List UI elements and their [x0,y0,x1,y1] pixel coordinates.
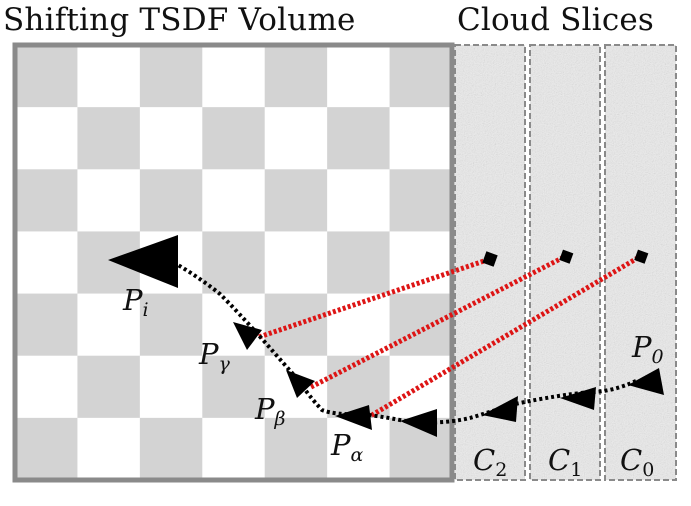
pose-label-gamma: Pγ [199,337,230,375]
pose-0-marker [628,368,664,395]
correspondence-line-beta [309,253,568,390]
grid-cell [15,293,78,357]
grid-cell [327,45,391,108]
grid-cell [139,45,203,108]
slice-label-0: C0 [620,443,655,481]
grid-cell [77,169,141,232]
grid-cell [202,107,266,170]
grid-cell [15,45,78,108]
grid-cell [327,417,391,481]
pose-gamma-marker [233,322,262,350]
grid-cell [15,355,78,419]
grid-cell [264,417,328,481]
pose-marker-c1b [560,387,596,410]
cloud-point-1 [559,249,574,264]
grid-cell [15,169,78,232]
slice-label-2: C2 [473,443,508,481]
cloud-slice-1 [529,44,601,481]
cloud-point-0 [634,249,649,264]
grid-cell [15,417,78,481]
grid-cell [77,45,141,108]
grid-cell [15,231,78,295]
pose-label-alpha: Pα [331,428,364,466]
grid-cell [139,293,203,357]
grid-cell [389,355,453,419]
grid-cell [139,355,203,419]
grid-cell [389,169,453,232]
slices-title: Cloud Slices [457,2,655,38]
grid-cell [327,231,391,295]
grid-cell [77,293,141,357]
grid-cell [202,355,266,419]
grid-cell [202,231,266,295]
grid-cell [389,231,453,295]
cloud-point-2 [482,251,498,267]
grid-cell [77,355,141,419]
pose-label-0: P0 [632,330,664,368]
grid-cell [202,417,266,481]
grid-cell [264,45,328,108]
cloud-slice-0 [604,44,677,481]
grid-cell [15,107,78,170]
pose-marker-c1a [482,396,518,422]
grid-cell [139,169,203,232]
slice-label-1: C1 [548,443,583,481]
grid-cell [139,107,203,170]
pose-label-beta: Pβ [255,392,286,430]
tsdf-volume-border [12,42,455,483]
correspondence-line-alpha [365,253,643,421]
grid-cell [264,169,328,232]
tsdf-volume-grid [15,45,453,481]
pose-beta-marker [286,370,315,398]
volume-title: Shifting TSDF Volume [3,2,356,38]
pose-alpha-marker [335,405,372,430]
grid-cell [264,231,328,295]
grid-cell [389,45,453,108]
correspondence-line-gamma [258,256,491,340]
pose-marker-c2 [400,409,437,437]
grid-cell [389,293,453,357]
grid-cell [264,107,328,170]
grid-cell [389,107,453,170]
grid-cell [77,417,141,481]
grid-cell [202,169,266,232]
grid-cell [327,107,391,170]
grid-cell [202,293,266,357]
grid-cell [139,417,203,481]
grid-cell [202,45,266,108]
grid-cell [77,107,141,170]
pose-label-i: Pi [123,283,149,321]
grid-cell [327,169,391,232]
pose-i-marker [108,235,178,288]
